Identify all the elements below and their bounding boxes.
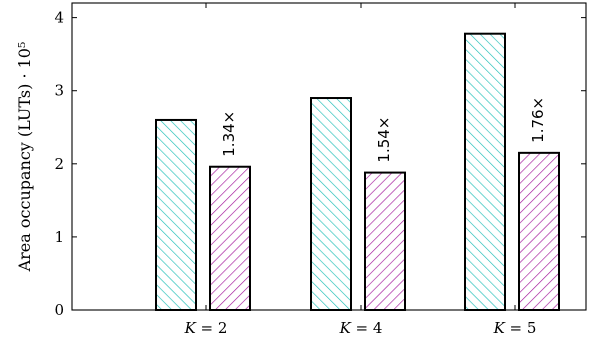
y-tick-label: 0: [54, 301, 64, 319]
x-category-label: K = 5: [493, 319, 537, 337]
labels: 0 1 2 3 4 K = 2 1.34× K = 4 1.54× K = 5 1.76× Area …: [15, 9, 547, 337]
y-tick-label: 3: [54, 82, 64, 100]
y-tick-label: 4: [54, 9, 64, 27]
speedup-annotation: 1.54×: [375, 117, 393, 163]
x-category-label: K = 2: [184, 319, 228, 337]
speedup-annotation: 1.76×: [529, 97, 547, 143]
bar-series-1: [310, 97, 352, 312]
x-category-label: K = 4: [339, 319, 383, 337]
bars: [155, 32, 560, 312]
y-axis-label: Area occupancy (LUTs) · 10⁵: [15, 42, 34, 273]
bar-series-2: [518, 151, 560, 311]
bar-series-2: [364, 171, 406, 311]
speedup-annotation: 1.34×: [220, 111, 238, 157]
bar-series-1: [464, 32, 506, 311]
y-tick-label: 1: [54, 228, 64, 246]
bar-series-1: [155, 118, 197, 311]
bar-series-2: [209, 165, 251, 311]
y-tick-label: 2: [54, 155, 64, 173]
